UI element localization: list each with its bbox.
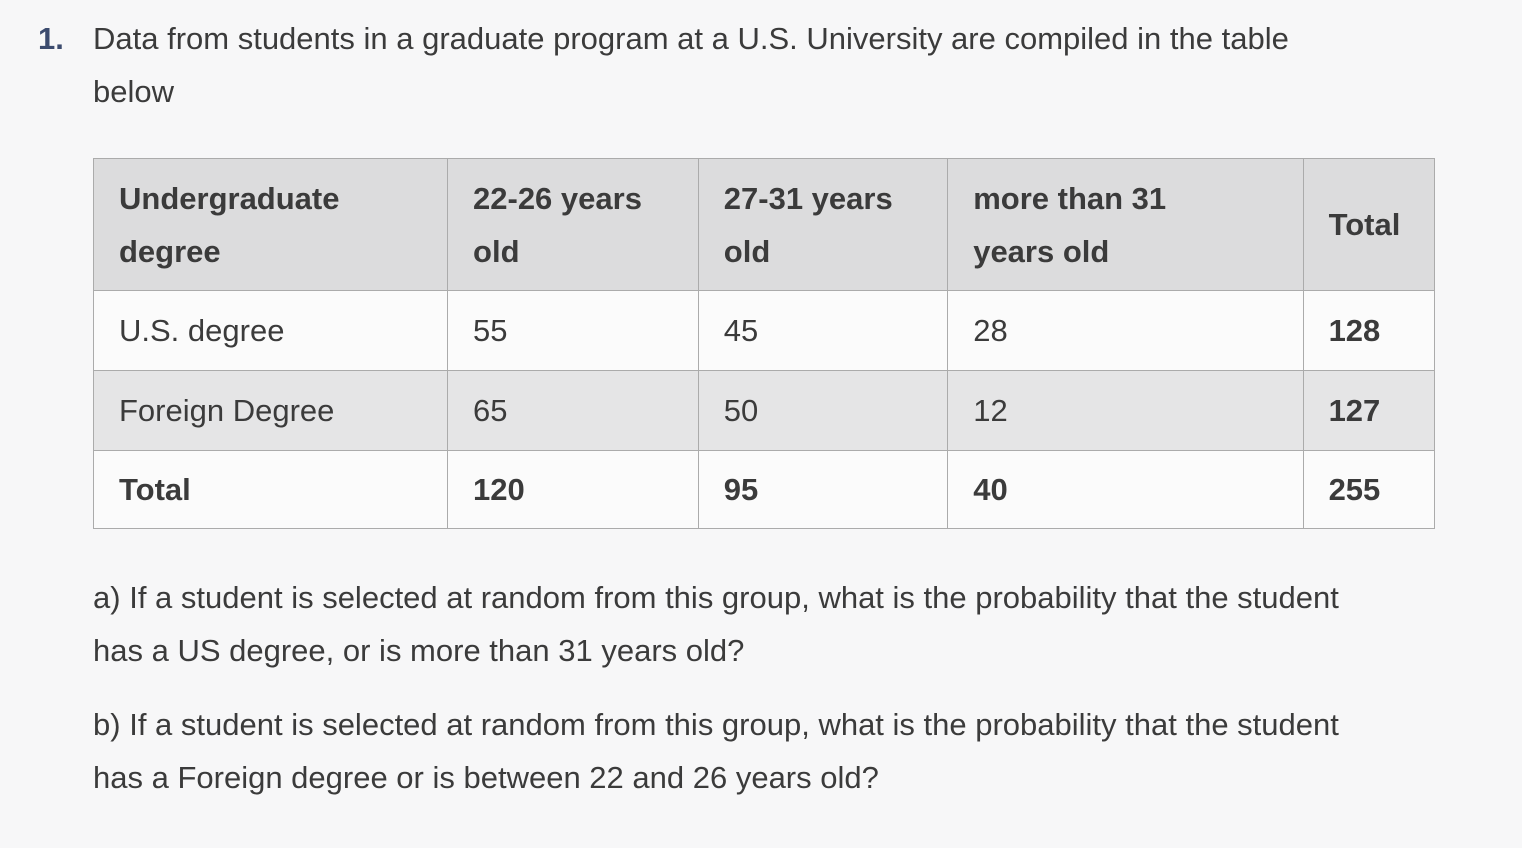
table-cell: 65	[447, 370, 699, 451]
problem-body: Data from students in a graduate program…	[92, 12, 1502, 804]
problem-item: 1. Data from students in a graduate prog…	[38, 12, 1502, 804]
header-cell-27-31: 27-31 years old	[697, 158, 949, 291]
table-cell-row-total: 127	[1302, 370, 1436, 451]
table-cell: 40	[947, 450, 1304, 529]
question-b-text: If a student is selected at random from …	[93, 707, 1339, 795]
table-cell: 120	[447, 450, 699, 529]
table-row-total: Total 120 95 40 255	[92, 450, 1436, 529]
question-b-label: b)	[93, 707, 121, 742]
header-cell-more-than-31: more than 31 years old	[947, 158, 1304, 291]
contingency-table: Undergraduate degree 22-26 years old 27-…	[92, 158, 1436, 529]
row-label: Total	[92, 450, 449, 529]
table-cell: 95	[697, 450, 949, 529]
table-cell: 50	[697, 370, 949, 451]
question-b: b) If a student is selected at random fr…	[93, 698, 1363, 804]
problem-number: 1.	[38, 21, 64, 56]
table-cell-row-total: 128	[1302, 290, 1436, 371]
row-label: U.S. degree	[92, 290, 449, 371]
table-cell: 12	[947, 370, 1304, 451]
table-row-foreign-degree: Foreign Degree 65 50 12 127	[92, 370, 1436, 451]
table-row-us-degree: U.S. degree 55 45 28 128	[92, 290, 1436, 371]
table-cell: 45	[697, 290, 949, 371]
header-cell-total: Total	[1302, 158, 1436, 291]
header-cell-22-26: 22-26 years old	[447, 158, 699, 291]
question-a-label: a)	[93, 580, 121, 615]
table-cell: 55	[447, 290, 699, 371]
table-cell-grand-total: 255	[1302, 450, 1436, 529]
row-label: Foreign Degree	[92, 370, 449, 451]
question-a: a) If a student is selected at random fr…	[93, 571, 1363, 677]
problem-statement: Data from students in a graduate program…	[93, 21, 1289, 109]
table-cell: 28	[947, 290, 1304, 371]
question-a-text: If a student is selected at random from …	[93, 580, 1339, 668]
table-header-row: Undergraduate degree 22-26 years old 27-…	[92, 158, 1436, 291]
header-cell-undergraduate-degree: Undergraduate degree	[92, 158, 449, 291]
